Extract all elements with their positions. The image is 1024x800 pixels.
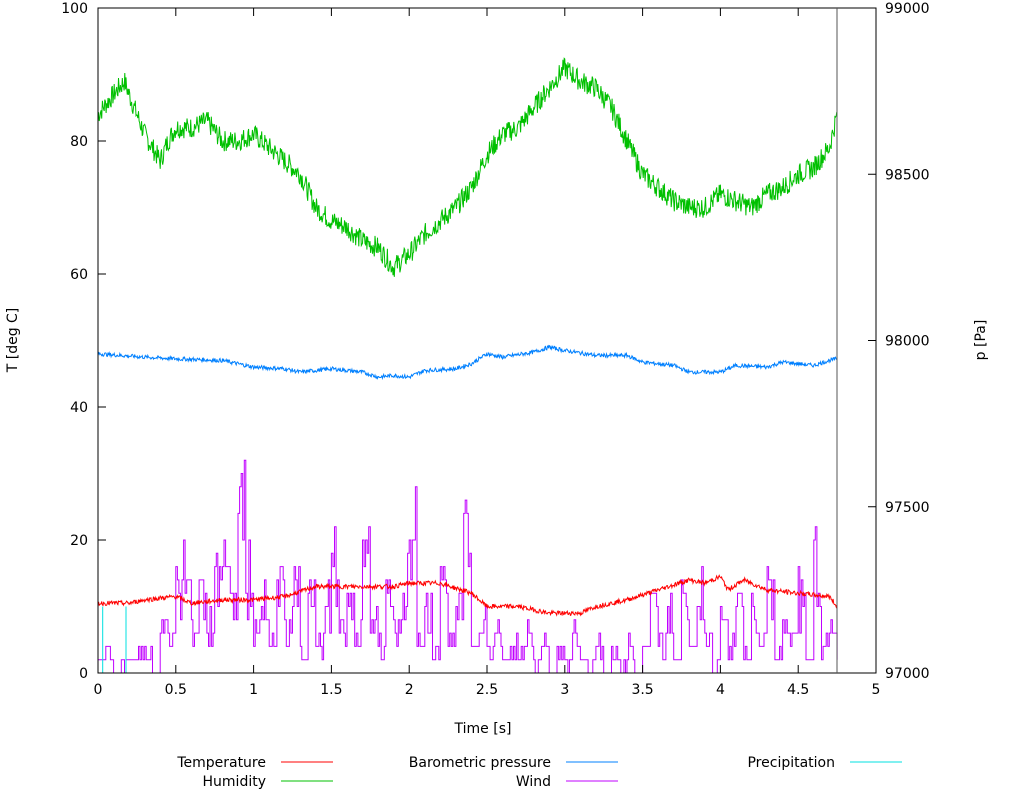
y-tick-label: 0 xyxy=(79,666,88,682)
legend-label: Barometric pressure xyxy=(409,755,551,771)
y-axis-label: T [deg C] xyxy=(5,308,21,374)
x-tick-label: 3 xyxy=(560,682,569,698)
x-tick-label: 3.5 xyxy=(631,682,653,698)
x-tick-label: 4 xyxy=(716,682,725,698)
legend-label: Humidity xyxy=(203,774,266,790)
y2-tick-label: 97500 xyxy=(885,500,930,516)
y-tick-label: 20 xyxy=(70,533,88,549)
x-tick-label: 0.5 xyxy=(165,682,187,698)
x-tick-label: 2 xyxy=(405,682,414,698)
axes: 0 0.5 1 1.5 2 2.5 3 3.5 4 4.5 5 0 20 40 60 80 100 97000 97… xyxy=(61,1,929,698)
x-tick-label: 2.5 xyxy=(476,682,498,698)
y2-tick-label: 98000 xyxy=(885,334,930,350)
y-tick-label: 40 xyxy=(70,400,88,416)
x-axis-label: Time [s] xyxy=(454,721,512,737)
y-tick-label: 100 xyxy=(61,1,88,17)
series-temperature xyxy=(97,574,838,617)
y2-tick-label: 99000 xyxy=(885,1,930,17)
legend-label: Precipitation xyxy=(747,755,835,771)
y2-axis-label: p [Pa] xyxy=(973,320,989,361)
legend: Temperature Humidity Barometric pressure Wi… xyxy=(176,755,902,790)
x-tick-label: 1.5 xyxy=(320,682,342,698)
series-barometric-pressure xyxy=(97,344,838,381)
y2-tick-label: 97000 xyxy=(885,666,930,682)
series-humidity xyxy=(97,57,838,277)
legend-label: Temperature xyxy=(176,755,266,771)
x-tick-label: 5 xyxy=(872,682,881,698)
plot-area xyxy=(97,57,838,674)
x-tick-label: 0 xyxy=(94,682,103,698)
series-wind xyxy=(98,459,838,674)
y-tick-label: 80 xyxy=(70,134,88,150)
y2-tick-label: 98500 xyxy=(885,167,930,183)
y-tick-label: 60 xyxy=(70,267,88,283)
x-tick-label: 1 xyxy=(249,682,258,698)
x-tick-label: 4.5 xyxy=(787,682,809,698)
legend-label: Wind xyxy=(516,774,551,790)
